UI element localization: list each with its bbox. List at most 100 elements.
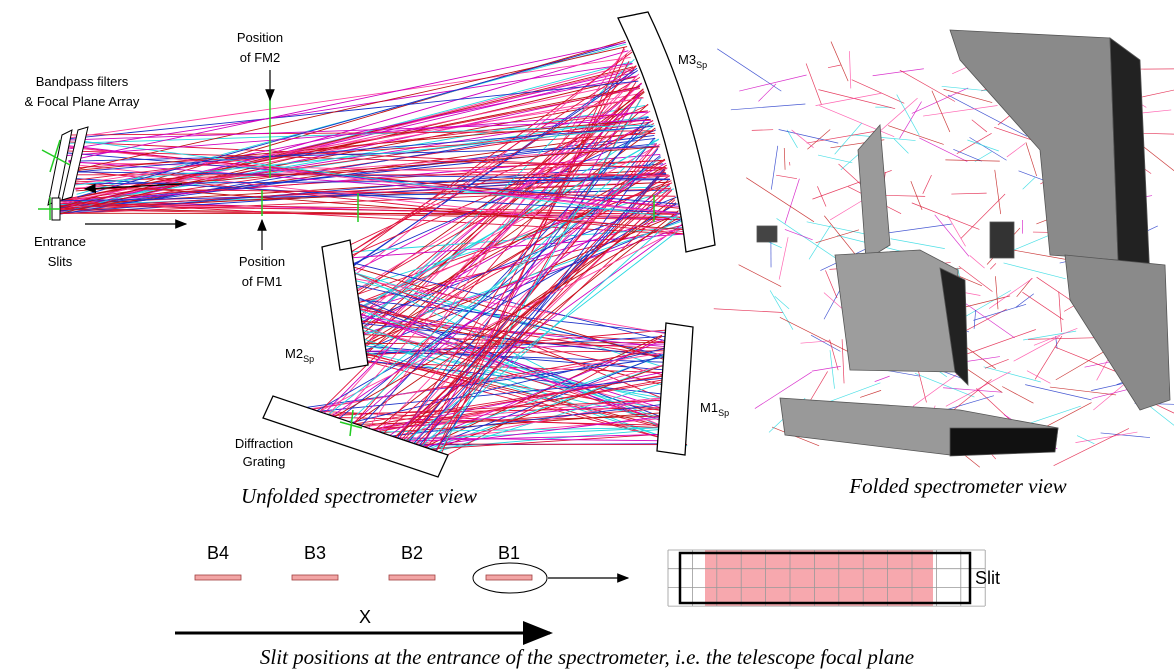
band-label: B3 <box>304 543 326 563</box>
ray <box>817 186 826 206</box>
ray <box>830 201 862 220</box>
ray <box>739 265 782 287</box>
ray <box>816 93 882 105</box>
ray <box>818 155 852 163</box>
band-slit <box>292 575 338 580</box>
ray <box>731 104 805 110</box>
ray <box>779 237 788 279</box>
ray <box>752 130 773 131</box>
ray <box>860 390 881 397</box>
ray <box>1022 292 1063 320</box>
ray <box>340 52 632 266</box>
ray <box>818 90 895 109</box>
ray <box>841 154 859 170</box>
ray <box>951 193 986 194</box>
ray <box>995 170 1001 214</box>
ray <box>792 130 814 148</box>
ray <box>883 224 951 234</box>
ray <box>830 383 880 402</box>
ray <box>972 120 987 132</box>
ray <box>990 263 996 269</box>
ray <box>828 65 841 68</box>
ray <box>1023 178 1035 190</box>
ray <box>1004 263 1066 279</box>
band-label: B1 <box>498 543 520 563</box>
diagram: Positionof FM2 Bandpass filters& Focal P… <box>0 0 1174 671</box>
slit-label: Slit <box>975 568 1000 588</box>
ray <box>923 175 932 194</box>
ray <box>819 106 894 137</box>
ray <box>1054 428 1129 465</box>
ray <box>758 84 776 101</box>
band-label: B2 <box>401 543 423 563</box>
ray <box>945 160 999 161</box>
ray <box>825 270 837 298</box>
filters-label: Bandpass filters& Focal Plane Array <box>25 74 140 109</box>
band-slit <box>389 575 435 580</box>
ray <box>1014 336 1060 361</box>
ray <box>964 329 1036 355</box>
ray <box>873 69 924 76</box>
ray <box>717 49 781 91</box>
ray <box>1050 387 1116 395</box>
ray-bundle <box>60 41 688 460</box>
ray <box>831 42 848 82</box>
ray <box>714 309 783 313</box>
ray <box>771 146 777 190</box>
ray <box>739 75 806 91</box>
ray <box>967 140 998 151</box>
ray <box>912 203 980 230</box>
ray <box>806 64 821 105</box>
ray <box>849 51 850 88</box>
ray <box>975 152 992 162</box>
ray <box>835 123 862 154</box>
ray <box>880 98 917 131</box>
ray <box>780 317 848 351</box>
ray <box>776 175 797 178</box>
m2-label: M2Sp <box>285 346 314 364</box>
ray <box>824 216 859 259</box>
ray <box>746 178 814 222</box>
m3-label: M3Sp <box>678 52 707 70</box>
band-slit <box>195 575 241 580</box>
ray <box>897 95 920 136</box>
ray <box>784 148 785 170</box>
ray <box>1059 292 1062 332</box>
ray <box>770 290 793 329</box>
ray <box>339 77 639 259</box>
ray <box>412 433 683 451</box>
slit-grid <box>668 550 985 606</box>
ray <box>1025 385 1091 400</box>
ray <box>923 105 997 116</box>
ray <box>875 376 890 382</box>
ray <box>1007 143 1025 156</box>
ray <box>812 366 841 371</box>
ray <box>973 304 1026 320</box>
ray <box>970 137 1007 160</box>
ray <box>785 179 799 224</box>
ray <box>894 139 909 154</box>
ray <box>811 335 840 351</box>
m1-label: M1Sp <box>700 400 729 418</box>
ray <box>911 181 922 210</box>
ray <box>953 149 981 161</box>
ray <box>900 70 955 101</box>
ray <box>984 367 1041 382</box>
band-slit <box>486 575 532 580</box>
ray <box>919 138 967 162</box>
ray <box>942 86 988 90</box>
ray <box>777 218 841 261</box>
ray <box>970 255 985 268</box>
ray <box>842 339 844 383</box>
slits-caption: Slit positions at the entrance of the sp… <box>260 645 914 669</box>
ray <box>1002 387 1033 404</box>
ray <box>779 130 839 144</box>
folded-caption: Folded spectrometer view <box>848 474 1066 498</box>
ray <box>1016 294 1034 308</box>
ray <box>891 239 945 249</box>
ray <box>1026 142 1037 176</box>
